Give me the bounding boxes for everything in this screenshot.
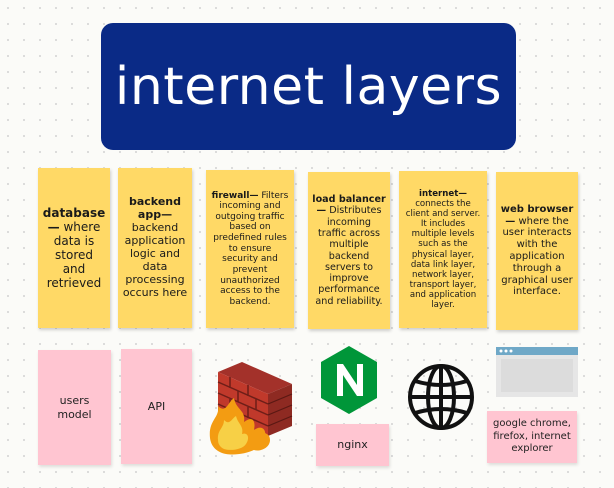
note-heading: internet—: [419, 188, 467, 199]
firewall-icon: [209, 362, 293, 455]
note-firewall: firewall— Filters incoming and outgoing …: [206, 170, 294, 328]
label-users-model: users model: [38, 350, 111, 465]
note-web-browser: web browser— where the user interacts wi…: [496, 172, 578, 330]
label-api: API: [121, 349, 192, 464]
note-database: database— where data is stored and retri…: [38, 168, 110, 328]
note-heading: load balancer—: [312, 193, 386, 217]
label-browsers: google chrome, firefox, internet explore…: [487, 411, 577, 463]
nginx-logo-icon: [321, 346, 377, 414]
note-text: backend application logic and data proce…: [122, 221, 188, 299]
title-banner: internet layers: [101, 23, 516, 150]
label-text: nginx: [337, 438, 368, 452]
note-load-balancer: load balancer— Distributes incoming traf…: [308, 172, 390, 329]
note-text: connects the client and server. It inclu…: [405, 198, 481, 311]
note-heading: database—: [42, 205, 106, 234]
label-text: google chrome, firefox, internet explore…: [493, 418, 571, 455]
label-text: API: [147, 399, 166, 413]
note-internet: internet— connects the client and server…: [399, 171, 487, 328]
note-heading: backend app—: [128, 195, 181, 222]
browser-window-icon: [496, 347, 578, 397]
note-text: where the user interacts with the applic…: [501, 215, 573, 298]
globe-icon: [408, 364, 474, 430]
note-backend-app: backend app— backend application logic a…: [118, 168, 192, 328]
note-text: where data is stored and retrieved: [46, 219, 102, 291]
note-text: Filters incoming and outgoing traffic ba…: [213, 190, 289, 307]
page-title: internet layers: [114, 56, 503, 117]
note-text: Distributes incoming traffic across mult…: [315, 205, 383, 307]
label-nginx: nginx: [316, 424, 389, 466]
note-heading: firewall—: [211, 190, 259, 201]
note-heading: web browser—: [500, 203, 574, 227]
label-text: users model: [57, 393, 92, 421]
